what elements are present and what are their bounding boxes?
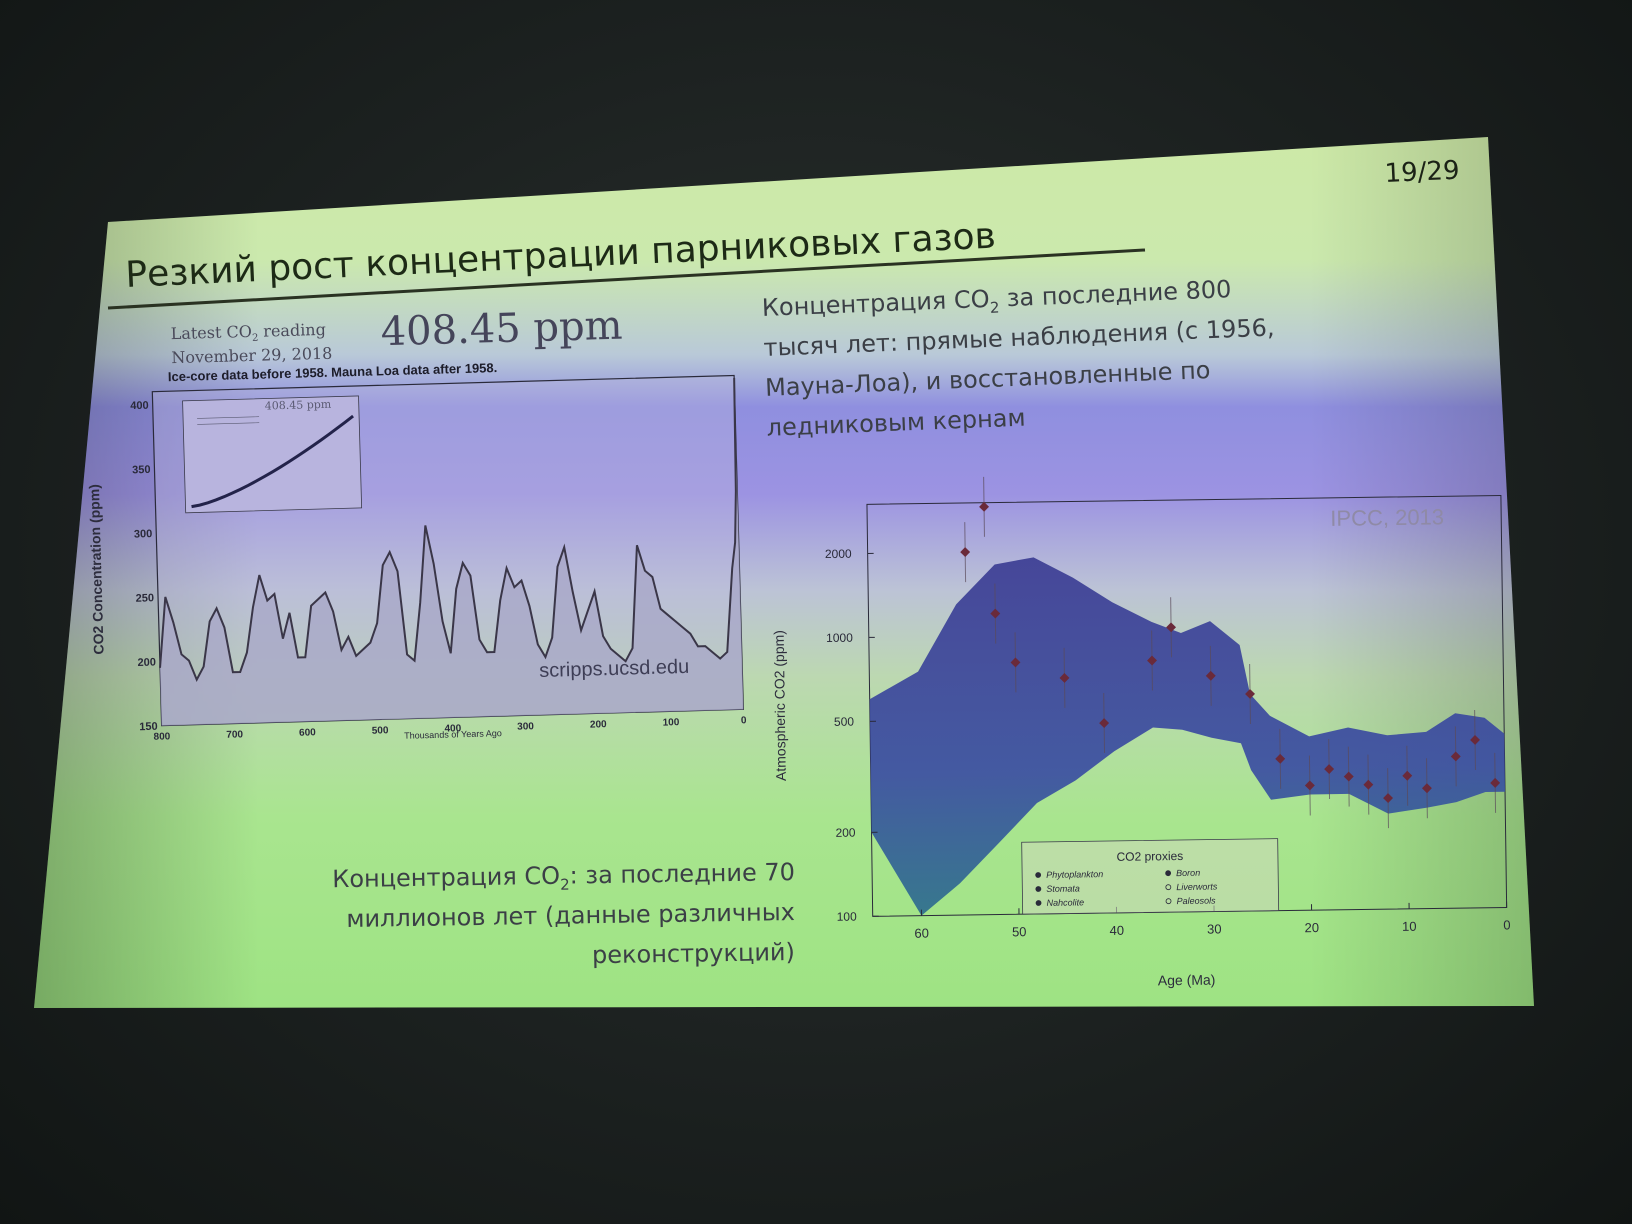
y-tick-label: 2000 [825,547,852,561]
chart-70ma-watermark: IPCC, 2013 [1330,504,1444,531]
x-tick-label: 500 [372,725,389,736]
legend-marker [1165,870,1172,877]
area-fill [160,378,744,726]
data-point [1470,735,1480,745]
chart-70ma-legend: CO2 proxies Phytoplankton Boron Stomata Liv… [1021,838,1280,915]
chart-800k-header: Latest CO2 reading November 29, 2018 408… [168,303,623,385]
data-point [1363,779,1374,790]
x-tick-label: 20 [1304,920,1319,935]
x-tick-label: 50 [1012,924,1027,939]
data-point [1010,657,1021,668]
title-underline [107,248,1146,310]
y-tick-label: 200 [137,656,156,669]
data-point [1343,771,1354,782]
x-tick-label: 600 [299,727,316,738]
svg-text:Концентрация CO2: за последние: Концентрация CO2: за последние 70 [332,858,795,897]
chart-800k-watermark: scripps.ucsd.edu [539,656,690,682]
chart-70ma-y-ticks: 100 200 500 1000 2000 [825,547,879,924]
data-point [1402,770,1413,781]
data-point [1147,655,1157,666]
data-point [990,608,1001,619]
legend-label: Nahcolite [1046,897,1084,908]
y-tick-label: 500 [834,715,855,729]
legend-marker [1035,886,1042,892]
y-tick-label: 250 [136,592,155,605]
x-tick-label: 30 [1207,921,1222,936]
legend-marker [1165,884,1172,891]
y-tick-label: 400 [130,400,149,413]
slide-surface [34,137,1534,1008]
y-tick-label: 300 [134,528,153,541]
legend-label: Phytoplankton [1046,869,1103,880]
data-point [1490,777,1501,788]
x-tick-label: 0 [741,715,747,726]
data-point [979,501,989,512]
data-point [1166,622,1177,633]
data-point [1275,753,1286,764]
chart-800k-area [159,378,744,726]
x-tick-label: 0 [1503,917,1510,932]
x-tick-label: 60 [914,926,929,941]
reading-value: 408.45 ppm [380,303,623,356]
chart-800k-xlabel: Thousands of Years Ago [404,728,502,741]
x-tick-label: 300 [517,721,534,732]
x-tick-label: 800 [153,731,170,742]
chart-70ma-x-ticks: 60 50 40 30 20 10 0 [914,901,1511,941]
data-point [1205,670,1216,681]
data-point [1245,689,1255,699]
legend-marker [1165,898,1172,905]
x-tick-label: 700 [226,729,243,740]
chart-800k-y-ticks: 150 200 250 300 350 400 [130,400,158,734]
chart-70ma-points [960,476,1501,829]
data-point [1450,751,1461,762]
data-point [1304,780,1315,791]
page-counter: 19/29 [1384,156,1460,189]
data-point [1059,672,1070,683]
legend-marker [1035,872,1042,878]
legend-marker [1035,900,1042,906]
chart-800k-inset: 408.45 ppm [182,395,363,514]
y-tick-label: 1000 [826,631,853,645]
y-tick-label: 200 [835,826,856,840]
y-tick-label: 150 [139,721,158,734]
chart-800k: Latest CO2 reading November 29, 2018 408… [86,303,747,743]
chart-70ma-envelope [869,557,1506,916]
data-point [1421,783,1432,794]
legend-label: Boron [1176,868,1200,878]
svg-text:реконструкций): реконструкций) [592,938,795,969]
co2-line [159,378,737,682]
data-point [1099,718,1110,728]
svg-text:November 29, 2018: November 29, 2018 [171,344,332,367]
data-point [960,547,971,558]
svg-text:408.45 ppm: 408.45 ppm [265,398,332,413]
legend-label: Liverworts [1176,881,1218,892]
x-tick-label: 400 [444,723,461,734]
x-tick-label: 40 [1109,923,1124,938]
x-tick-label: 100 [663,717,680,728]
chart-70ma-ylabel: Atmospheric CO2 (ppm) [771,630,789,781]
data-point [1324,764,1335,774]
legend-label: Stomata [1046,883,1080,893]
y-tick-label: 350 [132,464,151,477]
x-tick-label: 10 [1402,919,1417,934]
legend-label: Paleosols [1176,896,1216,907]
x-tick-label: 200 [590,719,607,730]
y-tick-label: 100 [837,910,858,924]
chart-70ma-xlabel: Age (Ma) [1158,972,1216,989]
chart-800k-ylabel: CO2 Concentration (ppm) [86,484,107,655]
chart-800k-x-ticks: 800 700 600 500 400 300 200 100 0 [153,715,747,743]
svg-text:CO2 proxies: CO2 proxies [1116,849,1183,864]
data-point [1383,793,1394,804]
svg-text:Latest CO2 reading: Latest CO2 reading [170,320,326,346]
